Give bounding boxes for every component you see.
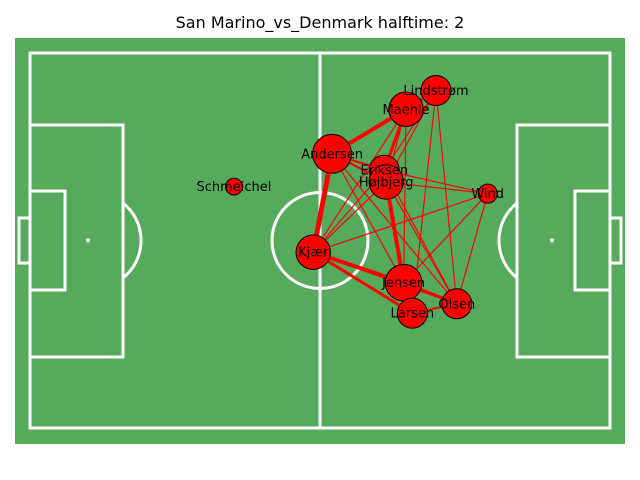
right-penalty-spot <box>550 238 554 243</box>
pass-edge-olsen-wind <box>456 193 489 304</box>
player-label-larsen: Larsen <box>391 307 435 322</box>
player-node-maehle <box>388 91 424 127</box>
chart-title: San Marino_vs_Denmark halftime: 2 <box>175 13 465 32</box>
player-label-andersen: Andersen <box>301 147 363 162</box>
left-penalty-spot <box>86 238 90 243</box>
pass-edge-kj-r-wind <box>313 193 488 253</box>
player-label-h-jbjerg: Højbjerg <box>359 175 414 190</box>
pass-edge-h-jbjerg-olsen <box>385 181 458 305</box>
player-label-eriksen: Eriksen <box>360 164 408 179</box>
pass-edge-lindstr-m-eriksen <box>383 90 437 171</box>
player-nodes <box>225 75 498 329</box>
pass-edge-andersen-jensen <box>331 153 405 283</box>
center-circle <box>270 191 370 290</box>
pass-edge-maehle-kj-r <box>312 108 407 253</box>
player-node-kj-r <box>295 234 331 270</box>
player-node-lindstr-m <box>420 75 452 106</box>
player-label-wind: Wind <box>471 187 504 202</box>
player-label-maehle: Maehle <box>383 103 430 118</box>
player-label-jensen: Jensen <box>381 276 425 291</box>
pass-edge-lindstr-m-olsen <box>435 90 458 304</box>
pass-edge-jensen-wind <box>403 193 489 284</box>
player-node-schmeichel <box>225 177 243 196</box>
left-penalty-arc <box>122 201 143 280</box>
player-label-schmeichel: Schmeichel <box>197 180 272 195</box>
player-node-andersen <box>312 133 352 174</box>
player-label-kj-r: Kjær <box>298 246 329 261</box>
player-label-lindstr-m: Lindstrøm <box>403 84 468 99</box>
pitch-markings <box>17 51 623 430</box>
right-goal <box>608 216 623 265</box>
player-node-larsen <box>396 297 428 329</box>
pass-edge-kj-r-larsen <box>312 250 414 315</box>
player-node-wind <box>477 183 498 204</box>
left-goal <box>17 216 32 265</box>
player-label-olsen: Olsen <box>438 297 475 312</box>
right-penalty-arc <box>497 201 518 280</box>
player-node-olsen <box>441 288 473 320</box>
player-node-h-jbjerg <box>368 164 404 200</box>
